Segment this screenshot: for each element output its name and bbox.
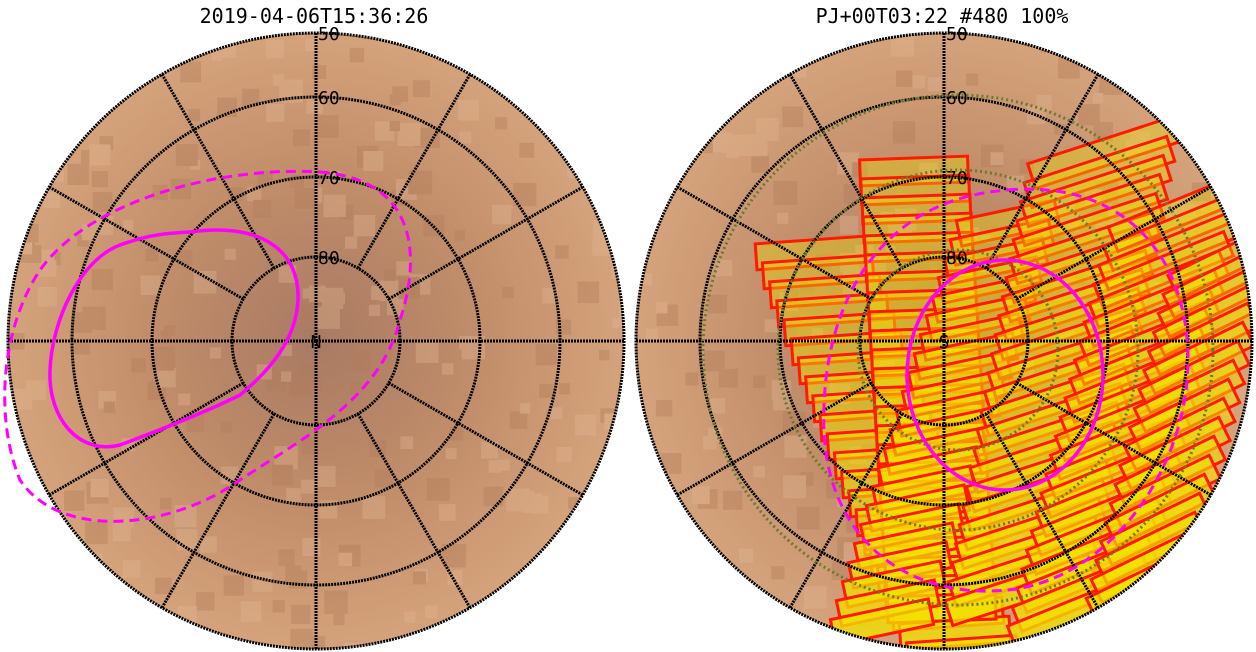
panel-title-left: 2019-04-06T15:36:26 xyxy=(199,4,429,28)
longitude-line xyxy=(788,73,904,270)
south-polar-map: 50 60 70 80 S xyxy=(634,24,1254,651)
dashed-auroral-oval xyxy=(822,187,1190,593)
footprint-tile xyxy=(1082,267,1226,349)
footprint-tile xyxy=(1146,301,1252,377)
latitude-label-80: 80 xyxy=(946,248,968,269)
latitude-label-60: 60 xyxy=(318,88,340,109)
latitude-label-50: 50 xyxy=(318,24,340,45)
north-polar-panel: 2019-04-06T15:36:26 50 60 70 80 N xyxy=(3,4,626,651)
lat-lon-grid xyxy=(634,31,1254,651)
longitude-line xyxy=(48,185,245,301)
south-polar-panel: PJ+00T03:22 #480 100% 50 60 70 80 S xyxy=(628,0,1256,652)
footprint-tile xyxy=(954,198,1062,248)
footprint-tile xyxy=(1077,286,1221,368)
longitude-line xyxy=(676,185,873,301)
solid-auroral-oval xyxy=(905,258,1105,492)
pole-label: N xyxy=(311,332,322,353)
longitude-line xyxy=(356,412,472,609)
panel-title-right: PJ+00T03:22 #480 100% xyxy=(815,4,1069,28)
dashed-auroral-oval xyxy=(3,169,412,523)
pole-label: S xyxy=(939,332,950,353)
longitude-line xyxy=(387,185,584,301)
overlay-circle xyxy=(701,93,1215,607)
overlay-circle xyxy=(776,168,1140,532)
latitude-label-80: 80 xyxy=(318,248,340,269)
footprint-grid-overlay xyxy=(701,93,1215,607)
longitude-line xyxy=(48,381,245,497)
longitude-line xyxy=(387,381,584,497)
longitude-line xyxy=(984,73,1100,270)
solid-auroral-oval xyxy=(48,228,300,449)
longitude-line xyxy=(1015,185,1212,301)
latitude-label-50: 50 xyxy=(946,24,968,45)
footprint-tile xyxy=(1091,229,1236,311)
footprint-tile xyxy=(1087,248,1231,330)
latitude-label-70: 70 xyxy=(946,168,968,189)
latitude-label-60: 60 xyxy=(946,88,968,109)
longitude-line xyxy=(788,412,904,609)
footprint-tiles xyxy=(753,115,1252,649)
overlay-circle xyxy=(856,248,1060,452)
footprint-tile xyxy=(1151,282,1252,358)
longitude-line xyxy=(1015,381,1212,497)
longitude-line xyxy=(676,381,873,497)
longitude-line xyxy=(160,412,276,609)
longitude-line xyxy=(356,73,472,270)
